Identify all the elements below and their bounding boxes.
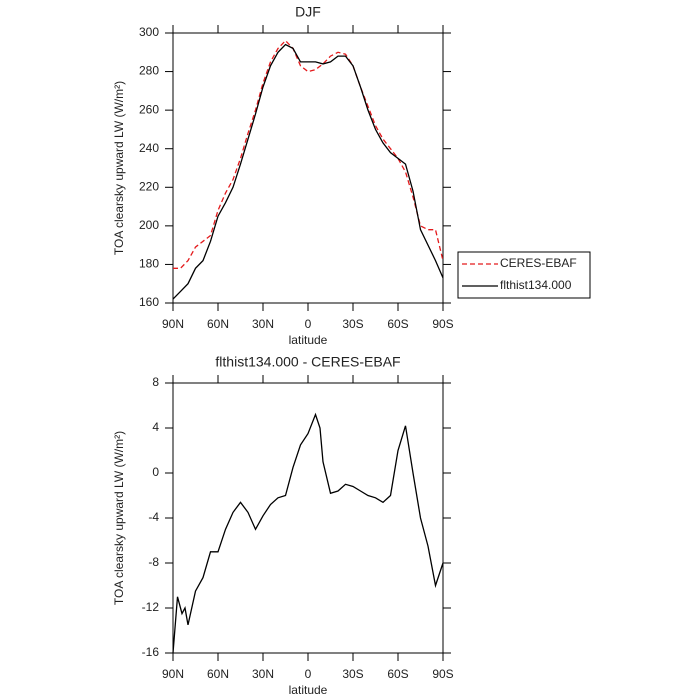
x-tick-label: 60S xyxy=(387,317,408,331)
y-axis-label: TOA clearsky upward LW (W/m²) xyxy=(112,431,126,605)
y-tick-label: 160 xyxy=(139,295,159,309)
plot-frame xyxy=(172,32,444,304)
x-tick-label: 30S xyxy=(342,317,363,331)
legend-label: CERES-EBAF xyxy=(500,256,577,270)
y-tick-label: -8 xyxy=(148,555,159,569)
series-line xyxy=(172,43,444,300)
x-tick-label: 60S xyxy=(387,667,408,681)
x-tick-label: 30N xyxy=(252,317,274,331)
plot-frame xyxy=(172,382,444,654)
x-tick-label: 90S xyxy=(432,317,453,331)
x-tick-label: 0 xyxy=(305,317,312,331)
y-tick-label: -4 xyxy=(148,510,159,524)
y-tick-label: 4 xyxy=(152,420,159,434)
x-tick-label: 90S xyxy=(432,667,453,681)
y-tick-label: 0 xyxy=(152,465,159,479)
x-tick-label: 30N xyxy=(252,667,274,681)
x-axis-label: latitude xyxy=(289,333,328,347)
chart-title: flthist134.000 - CERES-EBAF xyxy=(215,354,400,370)
y-tick-label: 8 xyxy=(152,375,159,389)
x-tick-label: 30S xyxy=(342,667,363,681)
legend-label: flthist134.000 xyxy=(500,278,572,292)
y-tick-label: -16 xyxy=(142,645,160,659)
x-tick-label: 90N xyxy=(162,667,184,681)
x-tick-label: 90N xyxy=(162,317,184,331)
x-tick-label: 60N xyxy=(207,667,229,681)
y-tick-label: 220 xyxy=(139,179,159,193)
chart-title: DJF xyxy=(295,4,321,20)
y-tick-label: -12 xyxy=(142,600,160,614)
x-tick-label: 60N xyxy=(207,317,229,331)
y-tick-label: 200 xyxy=(139,218,159,232)
series-line xyxy=(172,412,444,654)
x-tick-label: 0 xyxy=(305,667,312,681)
legend-box xyxy=(457,251,591,299)
y-axis-label: TOA clearsky upward LW (W/m²) xyxy=(112,81,126,255)
y-tick-label: 240 xyxy=(139,141,159,155)
series-line xyxy=(173,39,444,269)
y-tick-label: 300 xyxy=(139,25,159,39)
y-tick-label: 180 xyxy=(139,257,159,271)
y-tick-label: 280 xyxy=(139,64,159,78)
x-axis-label: latitude xyxy=(289,683,328,697)
y-tick-label: 260 xyxy=(139,102,159,116)
